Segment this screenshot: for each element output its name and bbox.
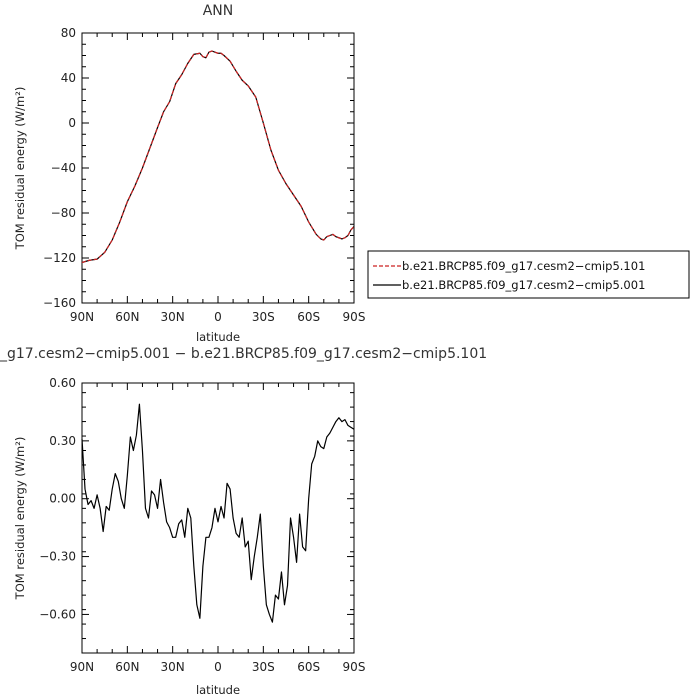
- y-tick-label: 0.30: [49, 434, 76, 448]
- y-tick-label: −0.60: [39, 607, 76, 621]
- top-chart-ylabel: TOM residual energy (W/m²): [13, 87, 27, 251]
- y-tick-label: −80: [51, 206, 76, 220]
- x-tick-label: 60S: [297, 660, 320, 674]
- y-tick-label: 0.60: [49, 376, 76, 390]
- bottom-chart-ticks: [81, 382, 355, 654]
- top-chart-xlabel: latitude: [196, 330, 240, 344]
- bottom-chart-tick-labels: 90N 60N 30N 0 30S 60S 90S 0.60 0.30 0.00 −0.30 −0.6…: [39, 376, 365, 674]
- bottom-chart-xlabel: latitude: [196, 683, 240, 697]
- legend-label-001: b.e21.BRCP85.f09_g17.cesm2−cmip5.001: [402, 278, 645, 292]
- top-chart: ANN 90N 60N 30N 0 30S 60S 90S 80 40 0 −40 −80 −120 −1…: [13, 3, 365, 344]
- y-tick-label: −120: [43, 251, 76, 265]
- bottom-chart: _g17.cesm2−cmip5.001 − b.e21.BRCP85.f09_…: [0, 346, 487, 697]
- x-tick-label: 90S: [343, 310, 366, 324]
- x-tick-label: 60S: [297, 310, 320, 324]
- y-tick-label: −160: [43, 296, 76, 310]
- bottom-series-line-0: [81, 403, 355, 623]
- x-tick-label: 30S: [252, 660, 275, 674]
- x-tick-label: 0: [214, 310, 222, 324]
- x-tick-label: 30S: [252, 310, 275, 324]
- legend: b.e21.BRCP85.f09_g17.cesm2−cmip5.101 b.e…: [367, 250, 690, 299]
- y-tick-label: 80: [61, 26, 76, 40]
- bottom-chart-frame: [81, 382, 355, 654]
- top-series-line-1: [81, 50, 355, 264]
- bottom-chart-series: [81, 403, 355, 623]
- top-chart-ticks: [81, 32, 355, 304]
- y-tick-label: −40: [51, 161, 76, 175]
- x-tick-label: 90N: [70, 660, 94, 674]
- legend-box: [367, 250, 690, 299]
- top-chart-frame: [81, 32, 355, 304]
- y-tick-label: 0.00: [49, 492, 76, 506]
- y-tick-label: 0: [68, 116, 76, 130]
- top-chart-tick-labels: 90N 60N 30N 0 30S 60S 90S 80 40 0 −40 −80 −120 −160: [43, 26, 365, 324]
- x-tick-label: 30N: [161, 310, 185, 324]
- y-tick-label: 40: [61, 71, 76, 85]
- x-tick-label: 90N: [70, 310, 94, 324]
- top-chart-series: [81, 50, 355, 264]
- x-tick-label: 0: [214, 660, 222, 674]
- x-tick-label: 60N: [115, 310, 139, 324]
- top-chart-title: ANN: [203, 3, 234, 19]
- top-series-line-0: [81, 50, 355, 264]
- x-tick-label: 30N: [161, 660, 185, 674]
- legend-label-101: b.e21.BRCP85.f09_g17.cesm2−cmip5.101: [402, 259, 645, 273]
- x-tick-label: 60N: [115, 660, 139, 674]
- y-tick-label: −0.30: [39, 550, 76, 564]
- bottom-chart-title: _g17.cesm2−cmip5.001 − b.e21.BRCP85.f09_…: [0, 346, 487, 362]
- bottom-chart-ylabel: TOM residual energy (W/m²): [13, 437, 27, 601]
- x-tick-label: 90S: [343, 660, 366, 674]
